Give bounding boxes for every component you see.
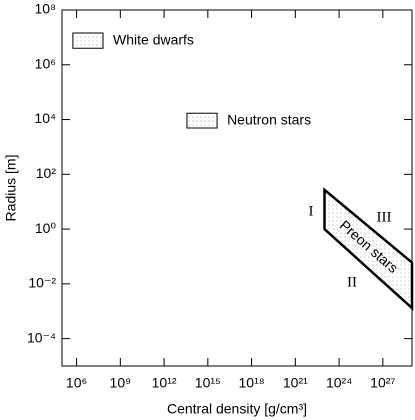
- x-tick-label: 10⁹: [110, 375, 132, 391]
- x-tick-label: 10²¹: [283, 375, 308, 391]
- region: [323, 187, 414, 311]
- y-tick-label: 10⁰: [35, 220, 57, 236]
- annotation: II: [347, 274, 357, 290]
- x-tick-label: 10¹⁵: [195, 375, 221, 391]
- x-tick-label: 10¹²: [152, 375, 177, 391]
- x-axis-label: Central density [g/cm³]: [167, 401, 307, 417]
- region: [72, 32, 104, 49]
- region-label: Neutron stars: [227, 111, 311, 127]
- annotation: I: [309, 203, 314, 219]
- y-tick-label: 10⁻²: [28, 275, 56, 291]
- y-tick-label: 10⁸: [35, 1, 57, 17]
- x-tick-label: 10²⁴: [326, 375, 352, 391]
- plot-frame: [61, 9, 413, 367]
- y-tick-label: 10⁶: [35, 55, 56, 71]
- region: [186, 112, 218, 129]
- x-tick-label: 10¹⁸: [239, 375, 265, 391]
- annotation: III: [377, 209, 392, 225]
- y-tick-label: 10⁴: [34, 110, 56, 126]
- region-label: White dwarfs: [113, 31, 194, 47]
- y-axis-label: Radius [m]: [3, 155, 19, 222]
- y-tick-label: 10⁻⁴: [27, 329, 56, 345]
- x-tick-label: 10²⁷: [370, 375, 395, 391]
- y-tick-label: 10²: [36, 165, 57, 181]
- x-tick-label: 10⁶: [66, 375, 87, 391]
